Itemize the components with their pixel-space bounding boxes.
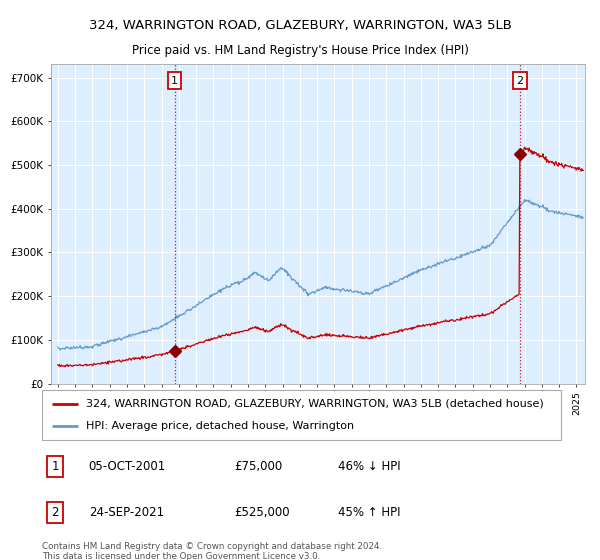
Text: 05-OCT-2001: 05-OCT-2001 <box>89 460 166 473</box>
Text: 46% ↓ HPI: 46% ↓ HPI <box>338 460 400 473</box>
Text: 2: 2 <box>51 506 59 519</box>
Text: Contains HM Land Registry data © Crown copyright and database right 2024.
This d: Contains HM Land Registry data © Crown c… <box>42 542 382 560</box>
Text: 324, WARRINGTON ROAD, GLAZEBURY, WARRINGTON, WA3 5LB: 324, WARRINGTON ROAD, GLAZEBURY, WARRING… <box>89 18 511 32</box>
Text: 1: 1 <box>171 76 178 86</box>
Text: 1: 1 <box>51 460 59 473</box>
Text: 24-SEP-2021: 24-SEP-2021 <box>89 506 164 519</box>
Text: £75,000: £75,000 <box>234 460 282 473</box>
FancyBboxPatch shape <box>42 390 561 440</box>
Text: 2: 2 <box>516 76 523 86</box>
Text: Price paid vs. HM Land Registry's House Price Index (HPI): Price paid vs. HM Land Registry's House … <box>131 44 469 57</box>
Text: 45% ↑ HPI: 45% ↑ HPI <box>338 506 400 519</box>
Text: HPI: Average price, detached house, Warrington: HPI: Average price, detached house, Warr… <box>86 421 354 431</box>
Text: £525,000: £525,000 <box>234 506 290 519</box>
Text: 324, WARRINGTON ROAD, GLAZEBURY, WARRINGTON, WA3 5LB (detached house): 324, WARRINGTON ROAD, GLAZEBURY, WARRING… <box>86 399 544 409</box>
